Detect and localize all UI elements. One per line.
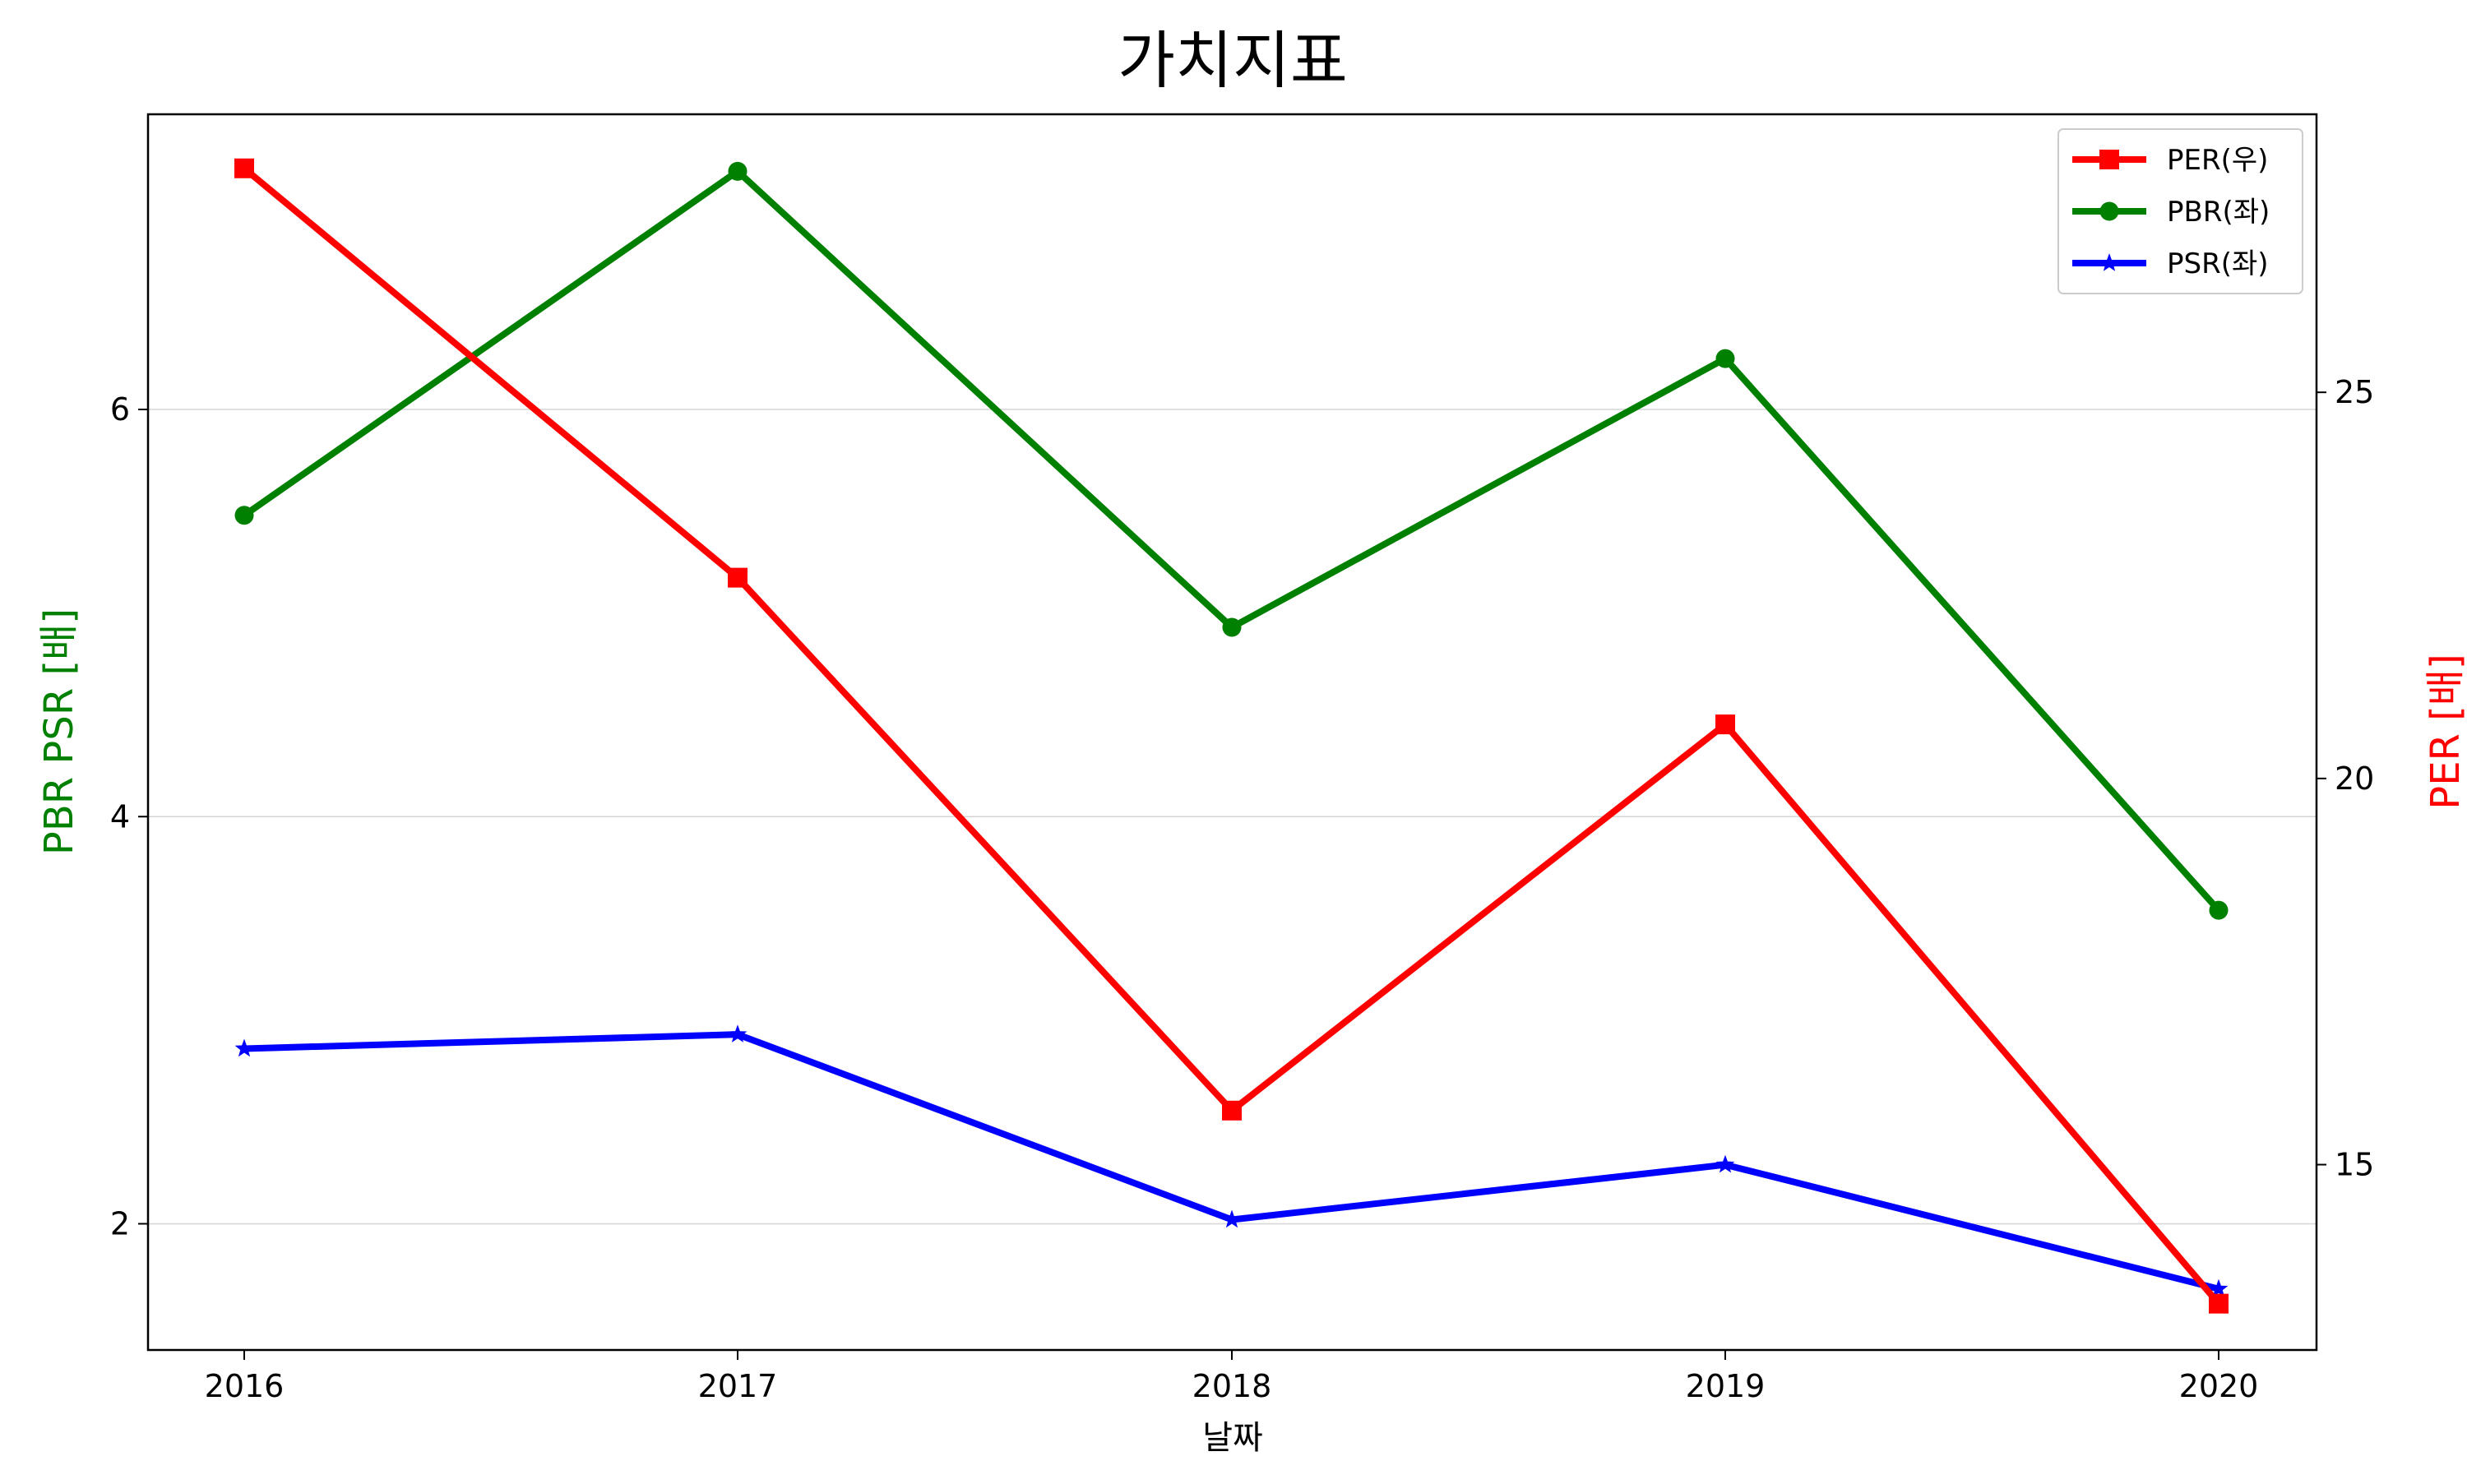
data-point-psr	[2209, 1278, 2229, 1297]
legend-label-psr: PSR(좌)	[2167, 247, 2269, 280]
data-point-psr	[1715, 1154, 1735, 1173]
data-point-pbr	[728, 161, 748, 181]
data-point-pbr	[2209, 900, 2229, 920]
series-line-psr	[243, 1031, 2219, 1292]
series-line-per	[242, 165, 2222, 1306]
plot-frame	[146, 113, 2318, 1352]
legend-marker-psr	[2099, 253, 2119, 271]
chart-title: 가치지표	[1118, 24, 1348, 97]
x-tick-label: 2016	[205, 1368, 285, 1404]
data-point-per	[1715, 714, 1735, 735]
right-y-tick-label: 25	[2335, 374, 2374, 410]
x-axis: 2016 2017 2018 2019 2020	[205, 1350, 2259, 1404]
legend: PER(우) PBR(좌) PSR(좌)	[2057, 128, 2303, 294]
data-point-per	[2209, 1293, 2229, 1314]
left-y-axis: 2 4 6	[110, 391, 148, 1241]
series-line-pbr	[242, 168, 2221, 913]
x-axis-label: 날짜	[1202, 1419, 1263, 1457]
legend-marker-pbr	[2099, 201, 2119, 221]
data-point-per	[234, 158, 254, 178]
data-point-per	[728, 567, 748, 588]
data-point-pbr	[1715, 349, 1735, 368]
data-point-pbr	[234, 506, 254, 525]
x-tick-label: 2018	[1192, 1368, 1272, 1404]
right-y-tick-label: 20	[2335, 760, 2374, 797]
data-point-per	[1222, 1100, 1242, 1121]
data-point-psr	[1222, 1209, 1242, 1228]
right-y-tick-label: 15	[2335, 1147, 2374, 1183]
data-point-psr	[234, 1038, 254, 1057]
series-layer	[234, 158, 2229, 1314]
left-y-tick-label: 6	[110, 391, 130, 428]
right-y-axis-label: PER [배]	[2423, 654, 2467, 810]
left-y-axis-label: PBR PSR [배]	[36, 608, 82, 855]
x-tick-label: 2017	[698, 1368, 778, 1404]
x-tick-label: 2020	[2179, 1368, 2259, 1404]
x-tick-label: 2019	[1686, 1368, 1766, 1404]
left-y-tick-label: 4	[110, 798, 130, 834]
legend-label-per: PER(우)	[2167, 144, 2268, 177]
left-y-tick-label: 2	[110, 1205, 130, 1241]
data-point-pbr	[1222, 617, 1242, 637]
legend-box	[2057, 128, 2303, 294]
right-y-axis: 15 20 25	[2317, 374, 2374, 1183]
data-point-psr	[728, 1024, 748, 1042]
legend-marker-per	[2099, 150, 2119, 169]
legend-label-pbr: PBR(좌)	[2167, 196, 2270, 229]
